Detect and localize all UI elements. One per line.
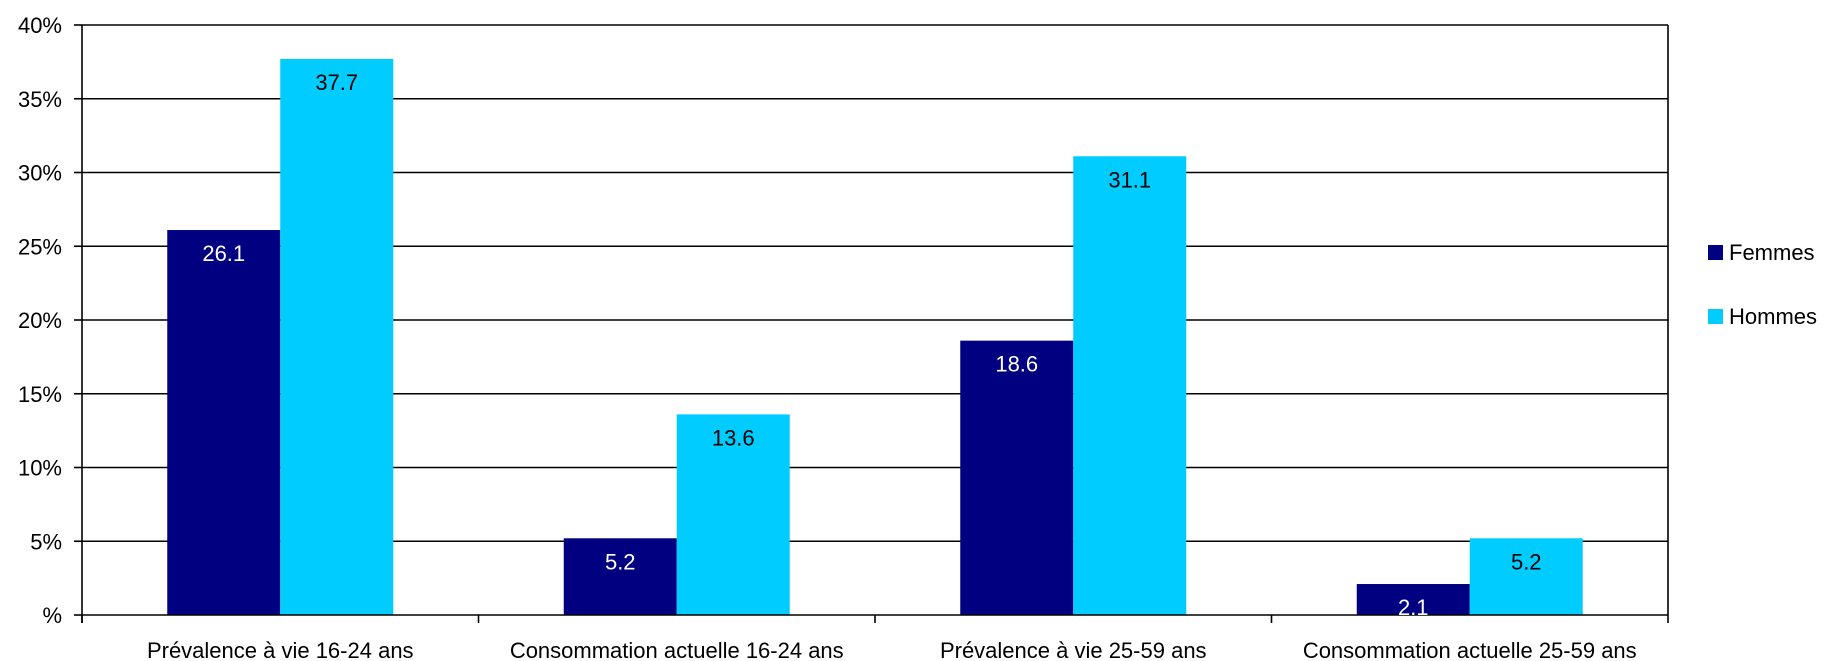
y-tick-label: 35%: [18, 87, 62, 112]
bar-hommes: [676, 414, 790, 615]
y-tick-label: %: [42, 603, 62, 628]
data-label: 2.1: [1398, 595, 1429, 620]
data-labels: 26.1 5.2 18.6 2.1 37.7 13.6 31.1 5.2: [202, 70, 1541, 620]
data-label: 37.7: [315, 70, 358, 95]
data-label: 13.6: [712, 425, 755, 450]
bar-femmes: [167, 230, 281, 615]
x-axis-category-labels: Prévalence à vie 16-24 ans Consommation a…: [147, 638, 1637, 661]
legend: Femmes Hommes: [1708, 240, 1817, 329]
data-label: 5.2: [605, 549, 636, 574]
axes: [74, 24, 1669, 623]
x-category-label: Prévalence à vie 25-59 ans: [940, 638, 1207, 661]
legend-label-femmes: Femmes: [1729, 240, 1815, 265]
bar-hommes: [1073, 156, 1187, 615]
bars: [167, 58, 1583, 616]
y-tick-label: 15%: [18, 382, 62, 407]
bar-hommes: [1469, 538, 1583, 615]
x-category-label: Consommation actuelle 16-24 ans: [510, 638, 844, 661]
y-tick-label: 30%: [18, 161, 62, 186]
y-tick-label: 40%: [18, 13, 62, 38]
legend-swatch-hommes: [1708, 309, 1723, 324]
legend-label-hommes: Hommes: [1729, 304, 1817, 329]
y-tick-label: 25%: [18, 234, 62, 259]
data-label: 5.2: [1511, 549, 1542, 574]
bar-femmes: [563, 538, 677, 615]
bar-femmes: [1356, 584, 1470, 615]
y-axis-tick-labels: % 5% 10% 15% 20% 25% 30% 35% 40%: [18, 13, 62, 628]
bar-femmes: [960, 340, 1074, 615]
y-tick-label: 20%: [18, 308, 62, 333]
x-category-label: Consommation actuelle 25-59 ans: [1303, 638, 1637, 661]
x-category-label: Prévalence à vie 16-24 ans: [147, 638, 414, 661]
y-tick-label: 5%: [30, 529, 62, 554]
data-label: 31.1: [1108, 167, 1151, 192]
data-label: 26.1: [202, 241, 245, 266]
y-tick-label: 10%: [18, 456, 62, 481]
bar-hommes: [280, 58, 394, 616]
legend-swatch-femmes: [1708, 245, 1723, 260]
data-label: 18.6: [995, 352, 1038, 377]
